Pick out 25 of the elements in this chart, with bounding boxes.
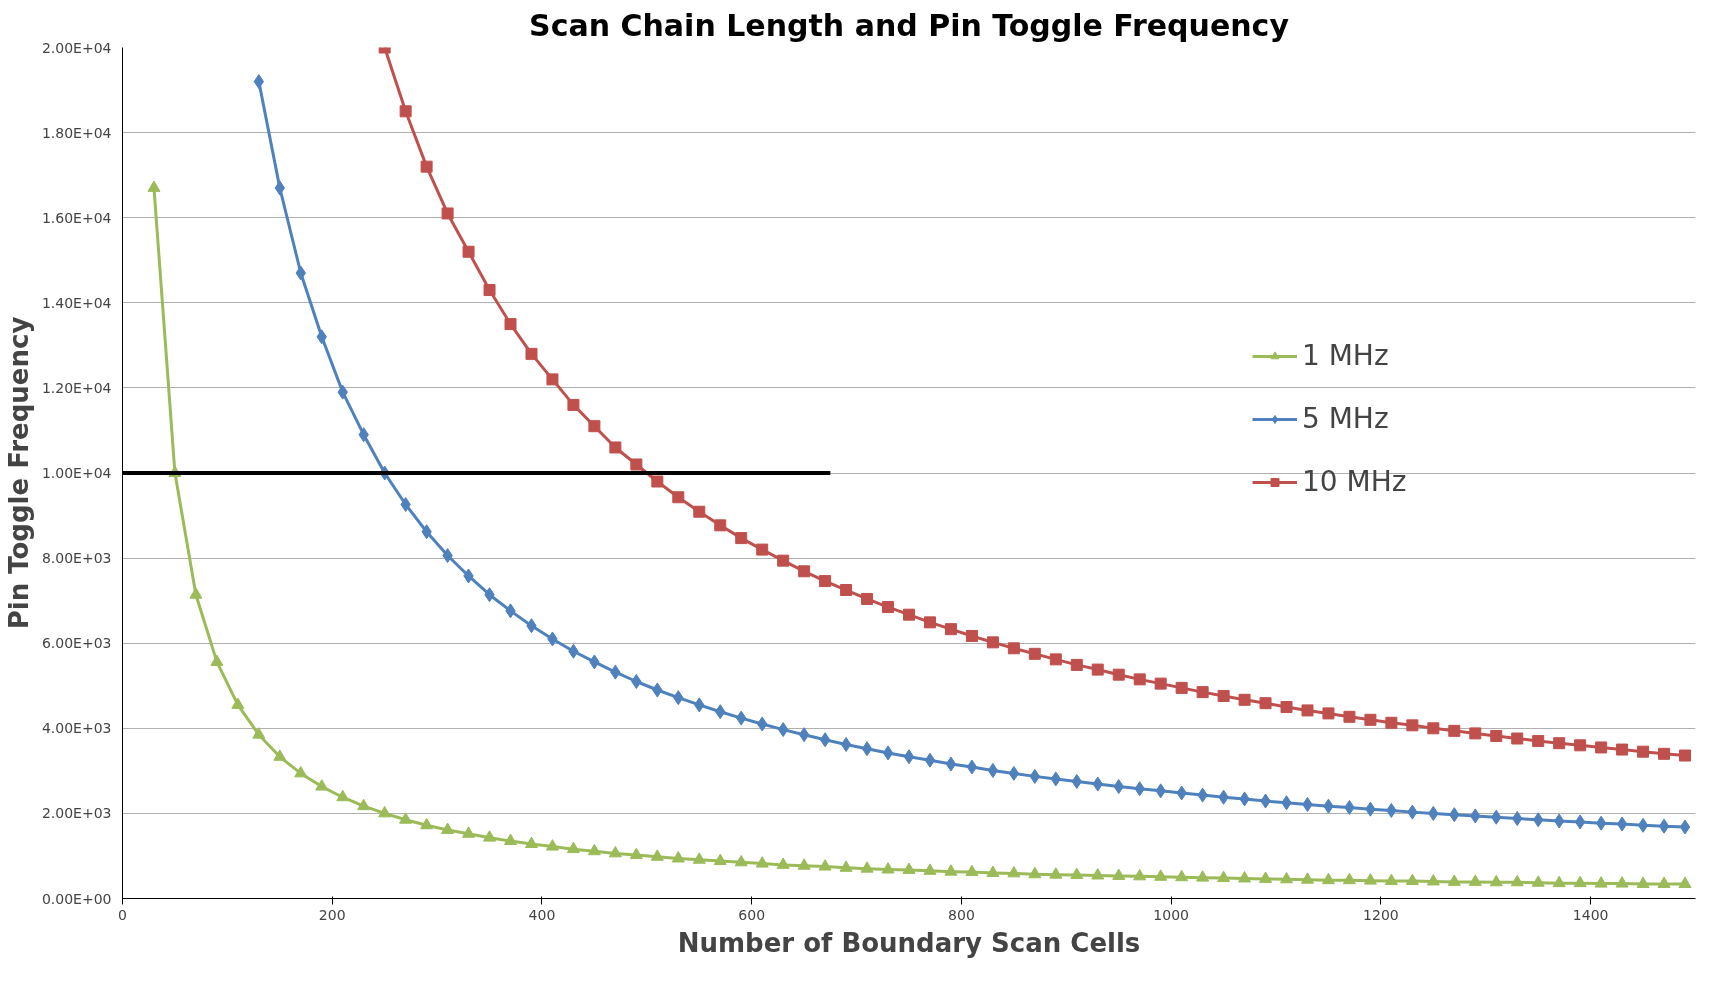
y-tick-label: 1.20E+04: [41, 379, 112, 396]
y-tick-label: 4.00E+03: [41, 720, 112, 737]
chart-title: Scan Chain Length and Pin Toggle Frequency: [529, 7, 1290, 43]
y-tick-label: 1.40E+04: [41, 294, 112, 311]
x-tick-label: 600: [738, 906, 766, 923]
legend-label: 5 MHz: [1302, 402, 1389, 435]
y-tick-label: 2.00E+03: [41, 805, 112, 822]
y-tick-label: 1.60E+04: [41, 209, 112, 226]
x-axis-title: Number of Boundary Scan Cells: [677, 927, 1141, 958]
x-tick-label: 0: [118, 906, 127, 923]
y-axis-title: Pin Toggle Frequency: [3, 316, 34, 630]
x-tick-label: 1200: [1363, 906, 1399, 923]
y-tick-label: 1.80E+04: [41, 124, 112, 141]
y-tick-label: 1.00E+04: [41, 465, 112, 481]
y-tick-label: 8.00E+03: [41, 550, 112, 567]
x-tick-label: 400: [528, 906, 556, 923]
x-tick-label: 1000: [1153, 906, 1189, 923]
legend-label: 1 MHz: [1302, 339, 1389, 372]
y-tick-label: 6.00E+03: [41, 635, 112, 652]
x-tick-label: 200: [318, 906, 346, 923]
legend-label: 10 MHz: [1302, 465, 1407, 498]
x-tick-label: 1400: [1572, 906, 1609, 923]
y-tick-label: 2.00E+04: [41, 39, 112, 56]
x-tick-label: 800: [948, 906, 975, 923]
y-tick-label: 0.00E+00: [41, 890, 112, 907]
